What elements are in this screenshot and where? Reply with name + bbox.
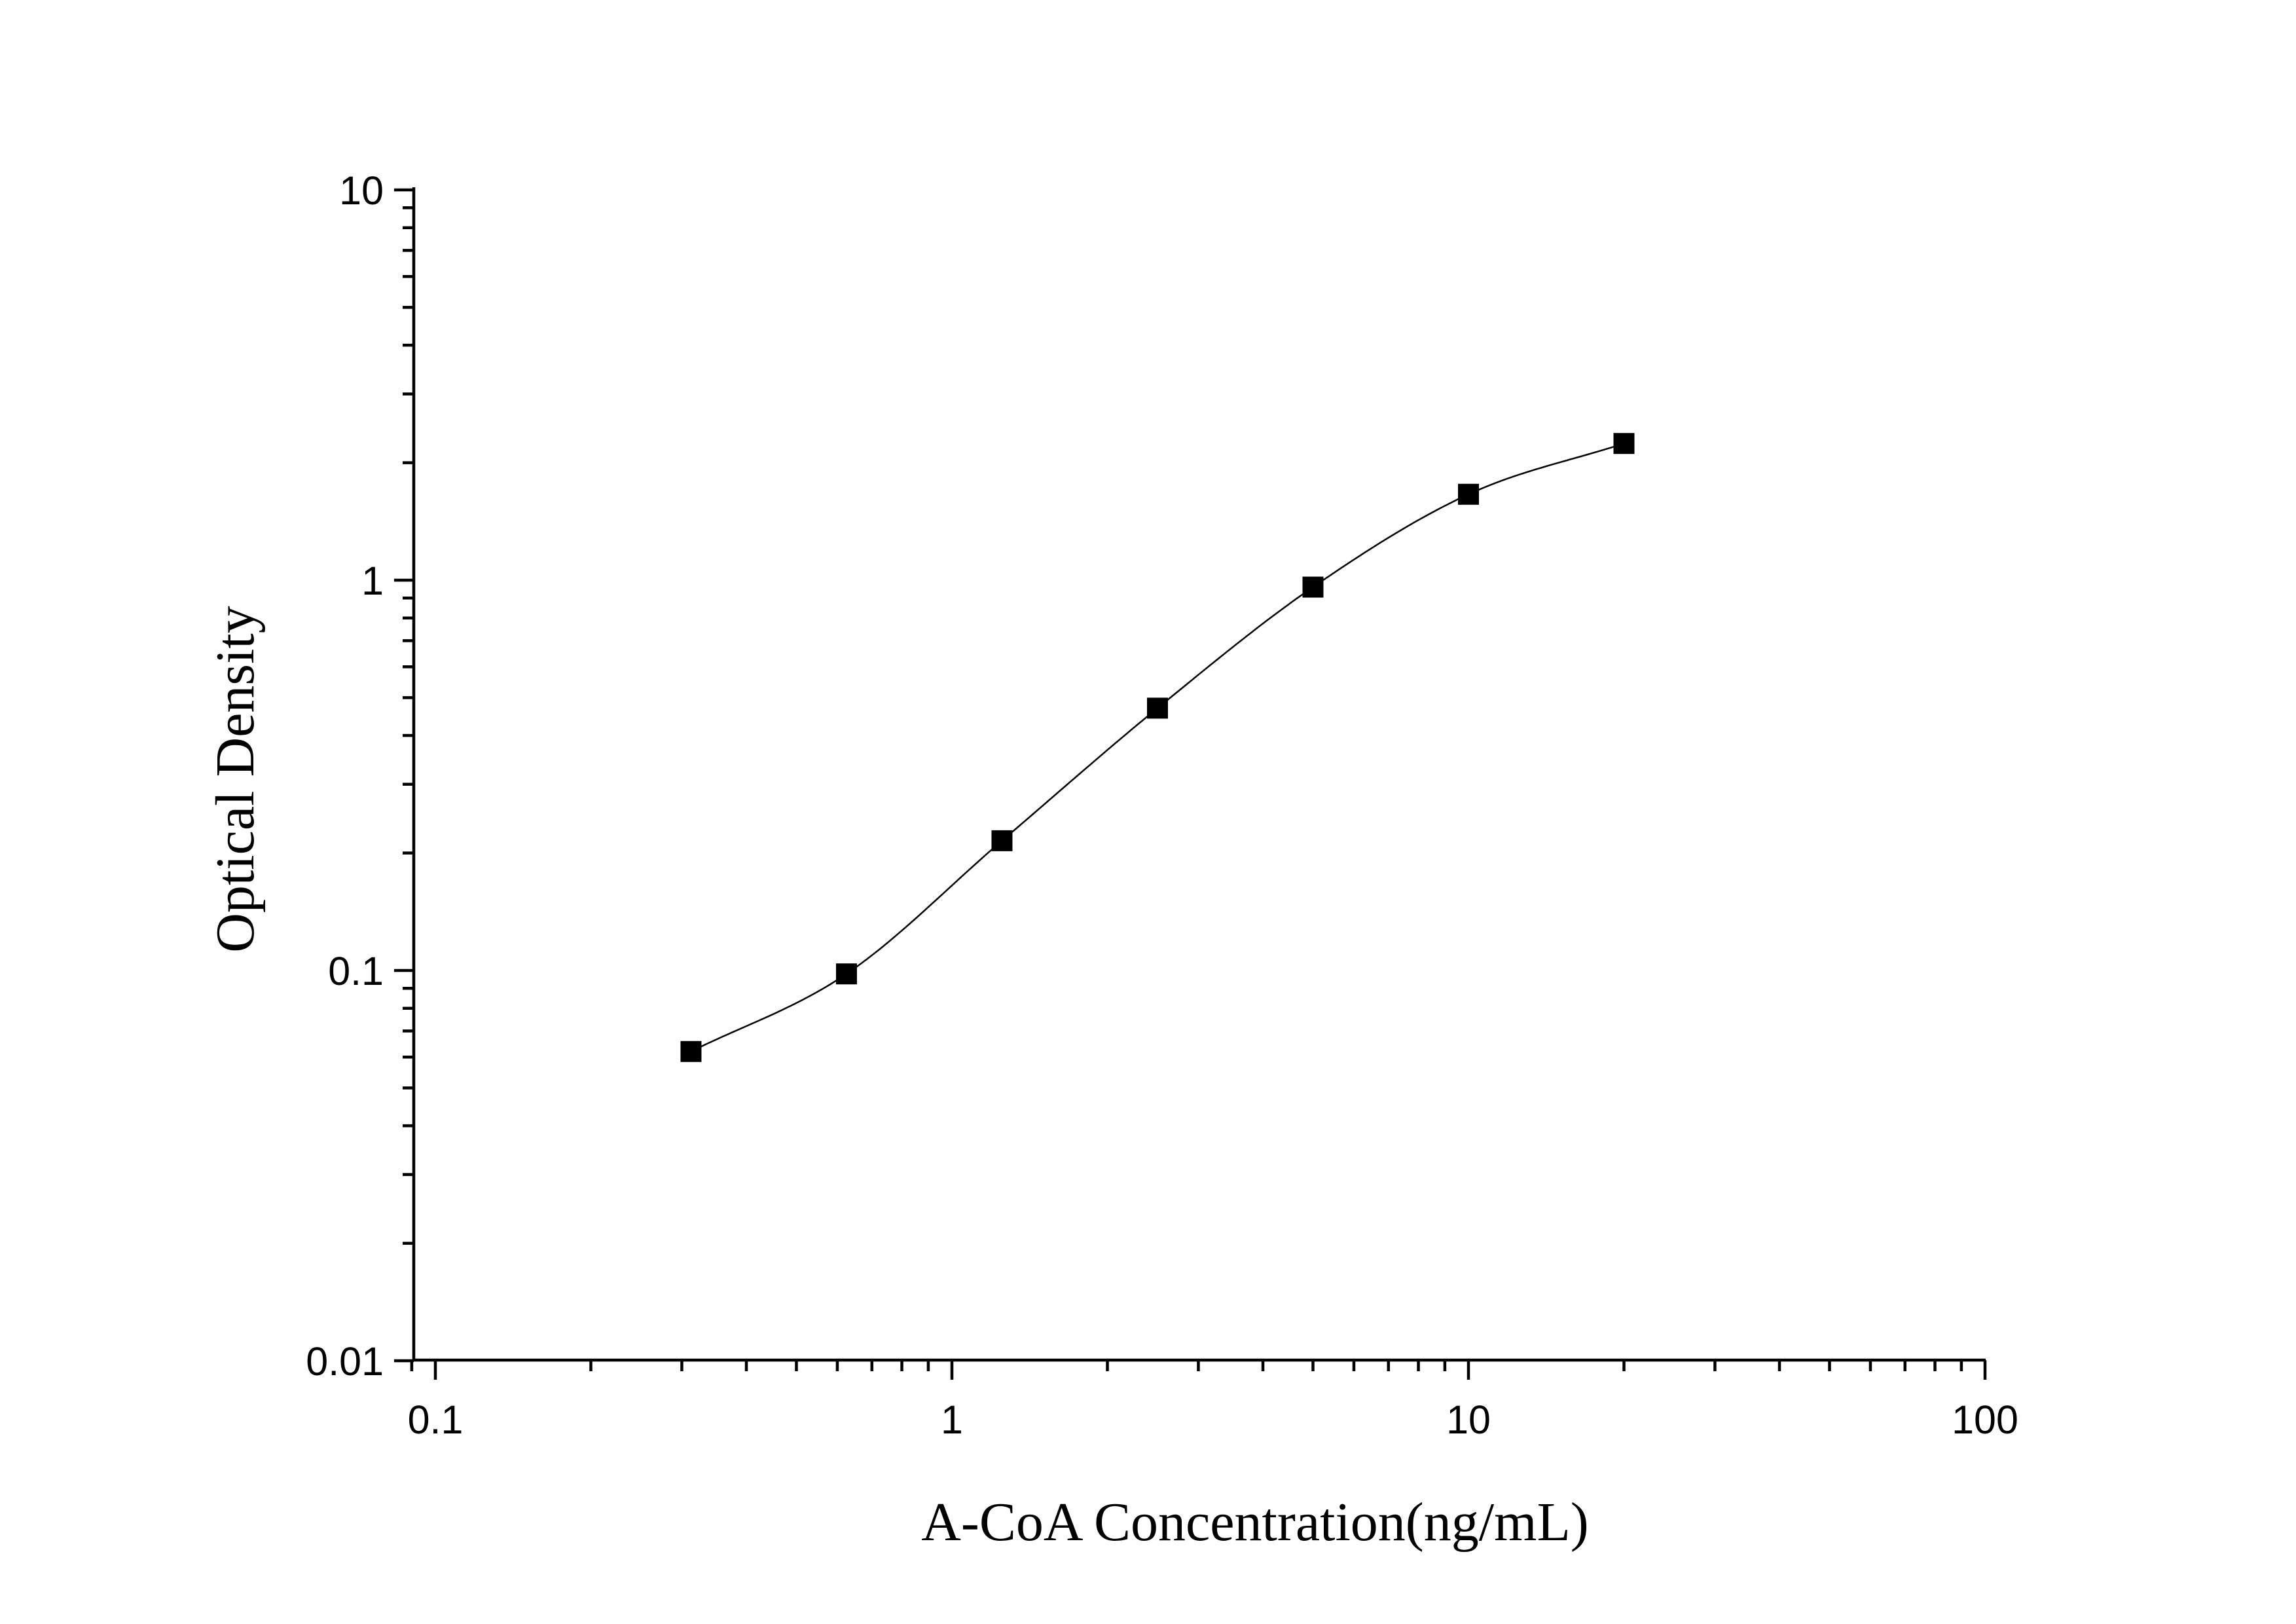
x-tick-label: 1	[941, 1397, 963, 1442]
x-tick-label: 10	[1446, 1397, 1491, 1442]
y-tick-label: 0.01	[306, 1339, 384, 1384]
data-point-marker	[1146, 697, 1168, 719]
data-points	[680, 433, 1635, 1062]
fit-curve-group	[690, 443, 1624, 1052]
fit-curve-line	[690, 443, 1624, 1052]
y-tick-label: 10	[339, 168, 384, 213]
data-point-marker	[991, 830, 1013, 851]
x-axis-title: A-CoA Concentration(ng/mL)	[921, 1492, 1588, 1553]
y-tick-label: 0.1	[328, 949, 384, 993]
data-point-marker	[835, 963, 857, 985]
axes	[394, 187, 1987, 1380]
x-tick-label: 0.1	[408, 1397, 464, 1442]
data-point-marker	[1302, 576, 1324, 598]
tick-labels: 0.1 1 10 100 0.01 0.1 1 10	[306, 168, 2018, 1442]
y-tick-label: 1	[361, 559, 384, 603]
data-point-marker	[680, 1041, 702, 1062]
x-tick-label: 100	[1952, 1397, 2018, 1442]
data-point-marker	[1458, 483, 1479, 505]
y-axis-title: Optical Density	[205, 606, 266, 953]
data-point-marker	[1613, 433, 1635, 454]
